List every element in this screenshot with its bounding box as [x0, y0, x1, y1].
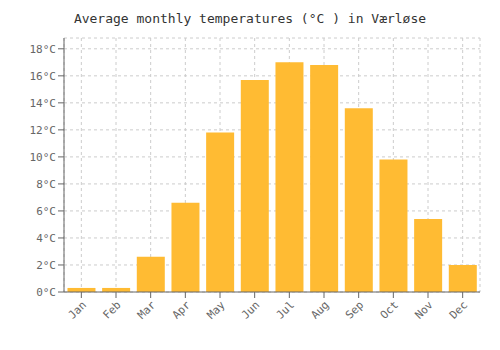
svg-text:6°C: 6°C	[36, 205, 56, 218]
svg-text:Oct: Oct	[378, 298, 401, 321]
svg-text:Dec: Dec	[447, 298, 470, 321]
svg-text:Nov: Nov	[412, 298, 436, 322]
svg-text:18°C: 18°C	[30, 43, 57, 56]
svg-text:2°C: 2°C	[36, 259, 56, 272]
svg-text:Jun: Jun	[239, 298, 262, 321]
svg-text:Sep: Sep	[343, 298, 366, 321]
svg-text:4°C: 4°C	[36, 232, 56, 245]
html-text:Average monthly temperatures (: Average monthly temperatures (°C ) in Væ…	[73, 11, 427, 26]
svg-text:0°C: 0°C	[36, 286, 56, 299]
svg-text:8°C: 8°C	[36, 178, 56, 191]
svg-text:Jul: Jul	[274, 298, 297, 321]
svg-text:Jan: Jan	[66, 298, 89, 321]
svg-text:May: May	[204, 298, 228, 322]
svg-text:Apr: Apr	[170, 298, 194, 322]
svg-text:Mar: Mar	[135, 298, 159, 322]
svg-text:16°C: 16°C	[30, 70, 57, 83]
svg-text:14°C: 14°C	[30, 97, 57, 110]
svg-text:10°C: 10°C	[30, 151, 57, 164]
svg-text:Feb: Feb	[100, 298, 123, 321]
svg-text:Aug: Aug	[308, 298, 331, 321]
svg-text:12°C: 12°C	[30, 124, 57, 137]
